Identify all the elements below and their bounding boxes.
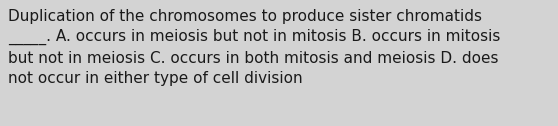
- Text: Duplication of the chromosomes to produce sister chromatids
_____. A. occurs in : Duplication of the chromosomes to produc…: [8, 9, 501, 86]
